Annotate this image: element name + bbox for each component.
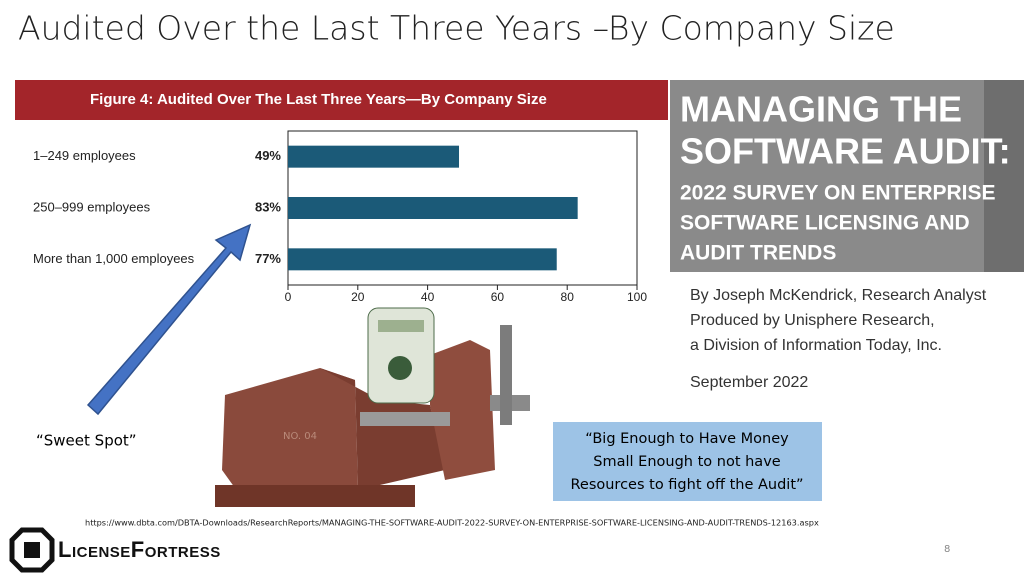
value-label: 77% [255,251,281,266]
bar [288,248,557,271]
x-tick-label: 60 [491,290,505,304]
x-tick-label: 40 [421,290,435,304]
bar [288,145,460,168]
byline: a Division of Information Today, Inc. [690,337,942,354]
byline: Produced by Unisphere Research, [690,312,935,329]
value-label: 49% [255,148,281,163]
vise-illustration: NO. 04 [215,307,530,507]
logo-text: LicenseFortress [58,537,221,562]
x-tick-label: 80 [561,290,575,304]
source-url: https://www.dbta.com/DBTA-Downloads/Rese… [85,518,819,528]
cover-edge [984,80,1024,272]
slide-title: Audited Over the Last Three Years –By Co… [18,9,895,48]
x-tick-label: 20 [351,290,365,304]
annotation: “Sweet Spot” [36,432,137,450]
report-cover [670,80,1024,272]
cover-heading: MANAGING THE [680,89,962,130]
category-label: 250–999 employees [33,199,151,214]
bar [288,197,578,219]
chart: 0 20 40 60 80 100 1–249 employees 49% 250–999 em… [33,130,647,304]
callout-text: Resources to fight off the Audit” [570,477,803,493]
logo-mark [9,527,55,573]
callout-text: Small Enough to not have [593,454,780,470]
category-label: 1–249 employees [33,148,136,163]
x-tick-label: 100 [627,290,647,304]
arrow [86,223,252,416]
page-number: 8 [944,544,950,555]
callout-text: “Big Enough to Have Money [585,431,789,447]
cover-subtitle: AUDIT TRENDS [680,242,836,265]
cover-heading: SOFTWARE AUDIT: [680,131,1011,172]
figure-header [15,80,668,120]
x-tick-label: 0 [285,290,292,304]
byline: By Joseph McKendrick, Research Analyst [690,287,987,304]
callout [553,422,822,501]
value-label: 83% [255,199,281,214]
date: September 2022 [690,374,808,391]
category-label: More than 1,000 employees [33,251,195,266]
cover-subtitle: SOFTWARE LICENSING AND [680,212,970,235]
svg-text:NO. 04: NO. 04 [283,431,317,442]
chart-title: Figure 4: Audited Over The Last Three Ye… [90,91,547,108]
cover-subtitle: 2022 SURVEY ON ENTERPRISE [680,182,996,205]
